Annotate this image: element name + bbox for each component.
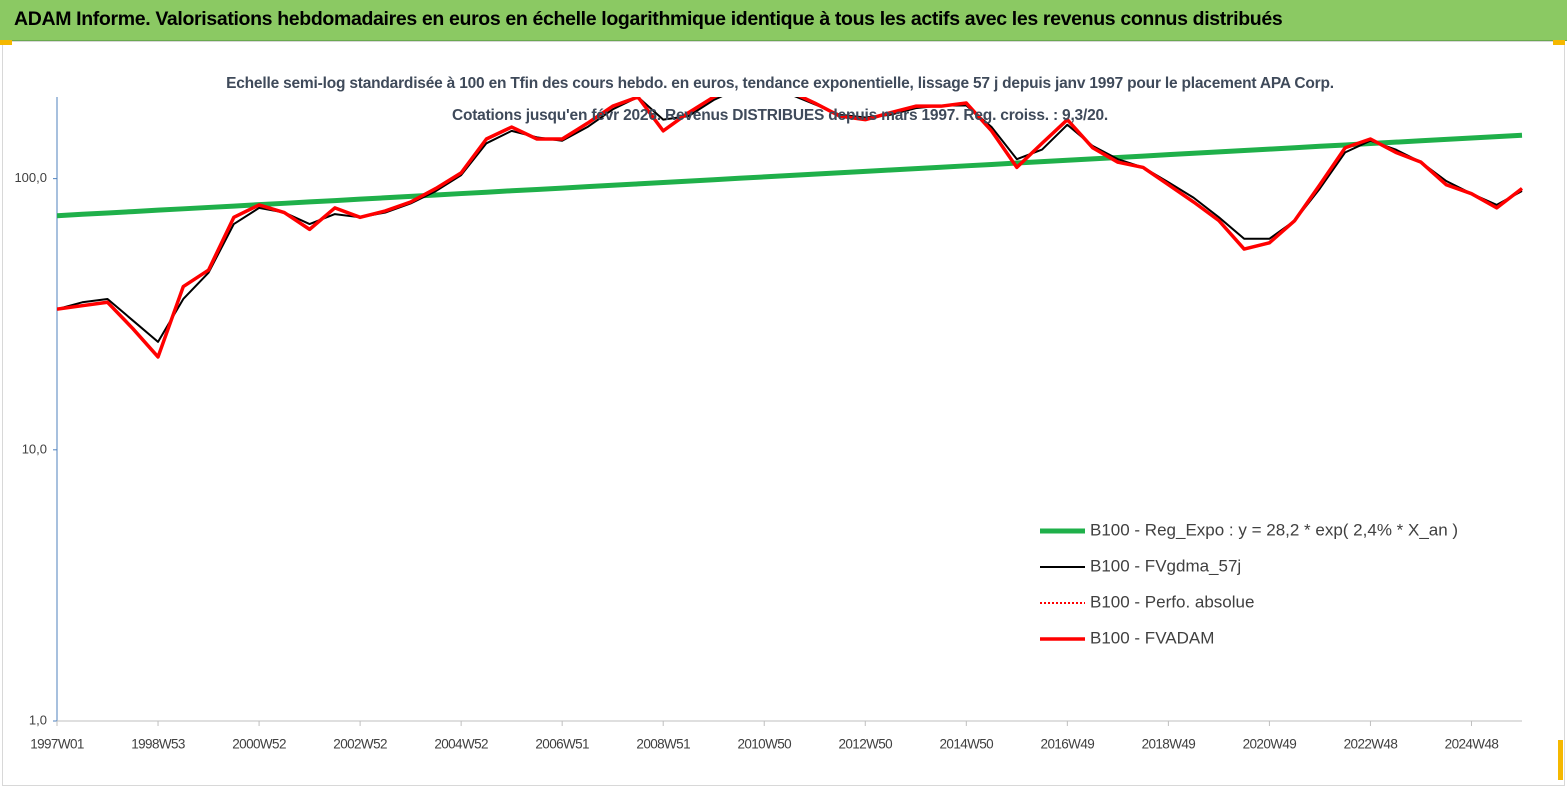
x-tick-label: 2024W48 [1445,737,1499,752]
chart-subtitle: Echelle semi-log standardisée à 100 en T… [226,75,1334,124]
x-tick-label: 2018W49 [1142,737,1196,752]
x-tick-label: 2014W50 [940,737,994,752]
x-tick-label: 2016W49 [1041,737,1095,752]
y-tick-label: 100,0 [14,170,47,185]
series-line [57,97,1523,359]
series-line [57,97,1523,343]
x-tick-label: 2002W52 [333,737,387,752]
x-tick-label: 2000W52 [232,737,286,752]
corner-marker [1553,40,1565,45]
corner-marker [1558,740,1563,780]
x-tick-label: 2004W52 [434,737,488,752]
x-tick-label: 1998W53 [131,737,185,752]
legend-label: B100 - Reg_Expo : y = 28,2 * exp( 2,4% *… [1090,520,1458,539]
legend-label: B100 - FVADAM [1090,628,1214,647]
x-tick-label: 1997W01 [30,737,84,752]
x-tick-label: 2008W51 [636,737,690,752]
x-tick-label: 2010W50 [737,737,791,752]
legend-label: B100 - FVgdma_57j [1090,556,1241,575]
x-tick-label: 2012W50 [838,737,892,752]
chart-title: ADAM Informe. Valorisations hebdomadaire… [14,8,1283,30]
corner-marker [0,40,12,45]
x-tick-label: 2020W49 [1243,737,1297,752]
y-tick-label: 10,0 [22,441,47,456]
title-bar: ADAM Informe. Valorisations hebdomadaire… [0,0,1567,41]
x-tick-label: 2022W48 [1344,737,1398,752]
x-tick-label: 2006W51 [535,737,589,752]
legend-label: B100 - Perfo. absolue [1090,592,1254,611]
plot-area [57,97,1523,359]
y-tick-label: 1,0 [29,712,47,727]
series-line [57,132,1523,219]
chart-frame [2,41,1565,786]
